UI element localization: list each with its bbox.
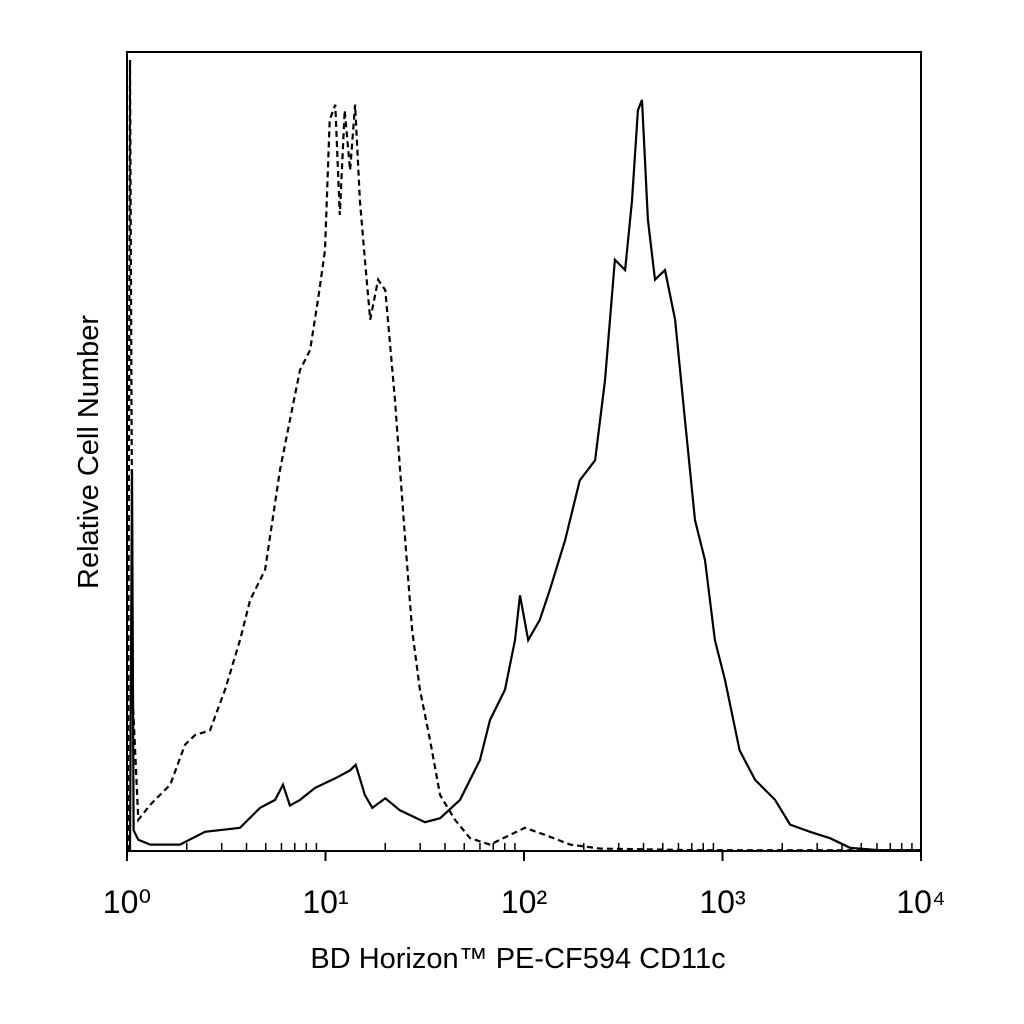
histogram-line [128,99,920,852]
x-tick-label: 10¹ [302,884,348,920]
histogram-line [126,59,920,852]
x-tick-label: 10³ [699,884,746,920]
x-tick-label: 10⁰ [103,884,151,920]
x-tick-label: 10⁴ [896,884,945,920]
x-axis-label: BD Horizon™ PE-CF594 CD11c [310,943,725,975]
y-axis-label: Relative Cell Number [73,315,105,589]
x-tick-label: 10² [501,884,548,920]
plot-frame [126,51,922,852]
